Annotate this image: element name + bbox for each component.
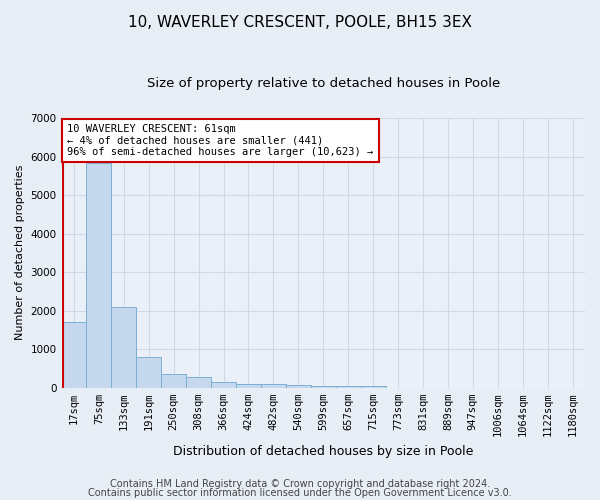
Bar xyxy=(136,357,161,388)
Bar xyxy=(286,385,311,388)
Bar xyxy=(62,322,86,388)
Bar xyxy=(112,306,136,388)
X-axis label: Distribution of detached houses by size in Poole: Distribution of detached houses by size … xyxy=(173,444,473,458)
Bar xyxy=(161,374,186,388)
Y-axis label: Number of detached properties: Number of detached properties xyxy=(15,165,25,340)
Text: 10 WAVERLEY CRESCENT: 61sqm
← 4% of detached houses are smaller (441)
96% of sem: 10 WAVERLEY CRESCENT: 61sqm ← 4% of deta… xyxy=(67,124,374,157)
Bar xyxy=(236,384,261,388)
Bar xyxy=(211,382,236,388)
Title: Size of property relative to detached houses in Poole: Size of property relative to detached ho… xyxy=(146,78,500,90)
Bar xyxy=(361,386,386,388)
Text: Contains public sector information licensed under the Open Government Licence v3: Contains public sector information licen… xyxy=(88,488,512,498)
Text: 10, WAVERLEY CRESCENT, POOLE, BH15 3EX: 10, WAVERLEY CRESCENT, POOLE, BH15 3EX xyxy=(128,15,472,30)
Bar xyxy=(336,386,361,388)
Bar xyxy=(186,377,211,388)
Text: Contains HM Land Registry data © Crown copyright and database right 2024.: Contains HM Land Registry data © Crown c… xyxy=(110,479,490,489)
Bar xyxy=(86,164,112,388)
Bar xyxy=(311,386,336,388)
Bar xyxy=(261,384,286,388)
